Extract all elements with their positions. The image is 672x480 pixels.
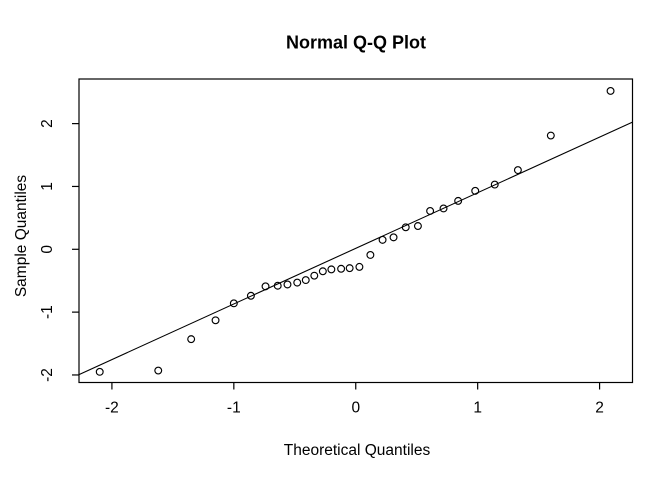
data-point <box>95 367 104 376</box>
data-point <box>318 267 327 276</box>
data-point <box>293 278 302 287</box>
x-tick-label: -1 <box>227 400 241 417</box>
data-point <box>439 204 448 213</box>
x-tick-label: 1 <box>473 400 482 417</box>
data-point <box>310 271 319 280</box>
data-point <box>211 316 220 325</box>
chart-title: Normal Q-Q Plot <box>286 33 426 53</box>
y-tick-label: -1 <box>39 305 56 319</box>
data-point <box>345 264 354 273</box>
data-point <box>606 86 615 95</box>
data-point <box>283 280 292 289</box>
y-tick-label: 2 <box>39 119 56 128</box>
data-point <box>490 180 499 189</box>
plot-area: -2 -1 0 1 2 -2 -1 0 1 2 <box>39 78 634 417</box>
data-point <box>229 299 238 308</box>
y-tick-label: -2 <box>39 368 56 382</box>
data-point <box>301 276 310 285</box>
data-point <box>546 131 555 140</box>
data-point <box>413 222 422 231</box>
x-tick-label: 0 <box>351 400 360 417</box>
data-point <box>154 366 163 375</box>
data-point <box>187 335 196 344</box>
y-tick-label: 0 <box>39 245 56 254</box>
data-point <box>337 264 346 273</box>
data-point <box>513 166 522 175</box>
y-axis-label: Sample Quantiles <box>13 175 30 298</box>
x-tick-label: -2 <box>105 400 119 417</box>
qq-reference-line <box>78 121 633 376</box>
data-point <box>246 291 255 300</box>
data-point <box>355 262 364 271</box>
x-axis-label: Theoretical Quantiles <box>284 442 431 459</box>
data-point <box>389 233 398 242</box>
data-point <box>366 250 375 259</box>
y-tick-label: 1 <box>39 182 56 191</box>
x-tick-label: 2 <box>595 400 604 417</box>
data-point <box>454 196 463 205</box>
data-point <box>327 265 336 274</box>
